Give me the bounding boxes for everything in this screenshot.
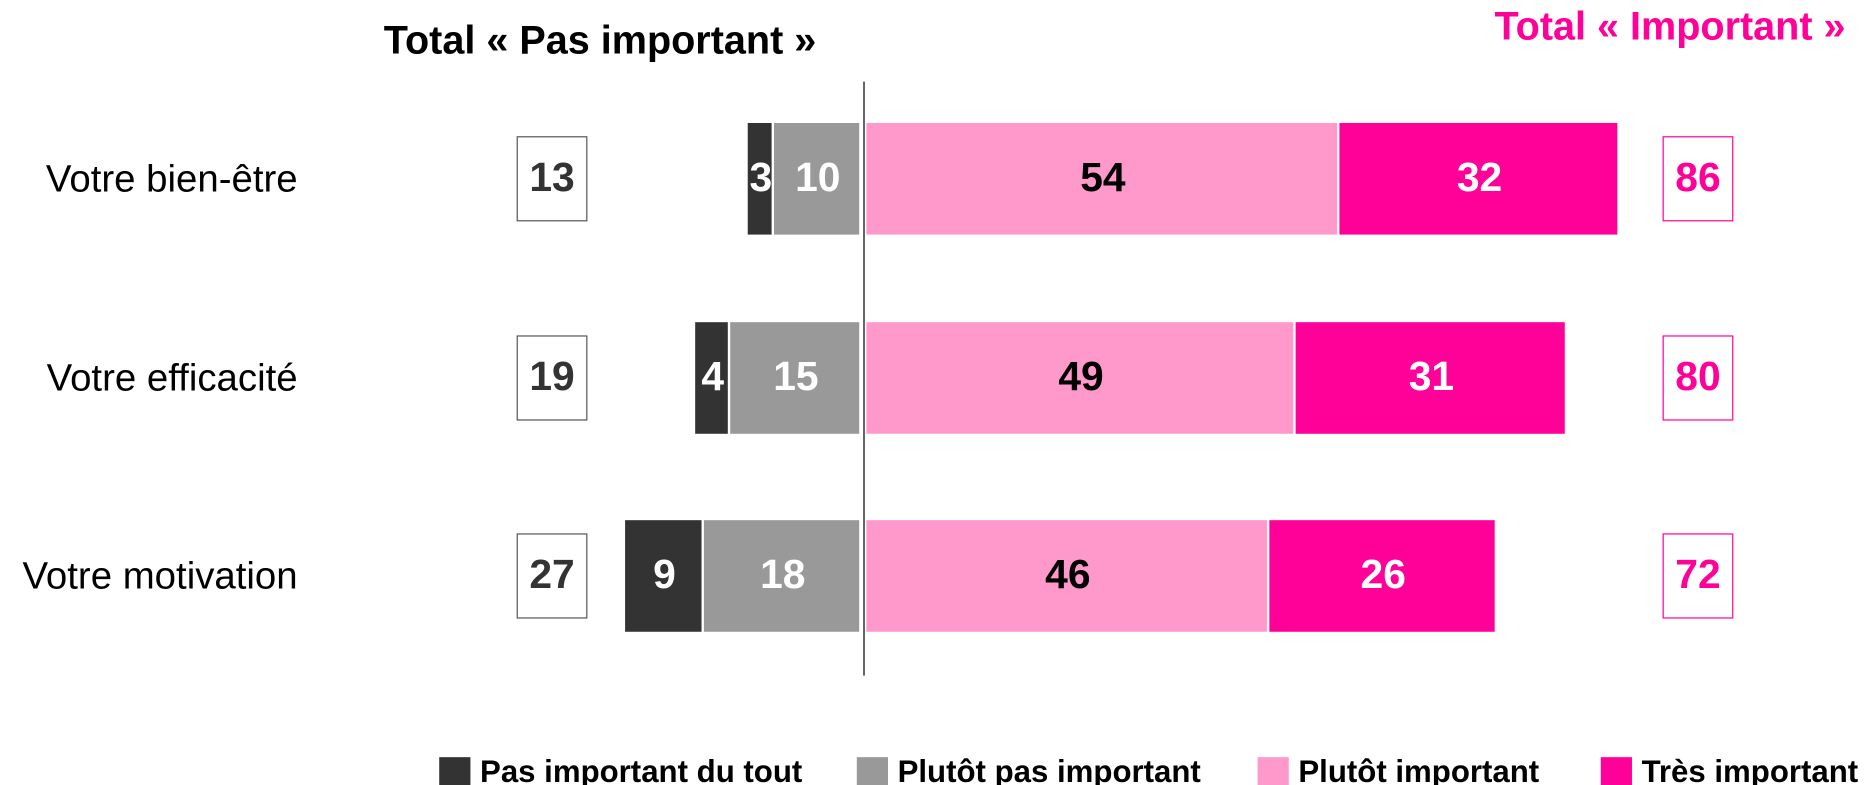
legend-swatch [856,757,889,785]
bar-segment [866,520,1267,632]
bar-segment [866,322,1294,434]
value-label: 3 [750,154,773,200]
total-box [516,533,588,619]
bar-segment [866,122,1338,235]
value-label: 31 [1409,353,1454,399]
right-total-title: Total « Important » [1494,4,1845,48]
legend-swatch [1600,757,1632,785]
bar-segment [774,122,860,235]
left-total-title: Total « Pas important » [384,19,817,63]
value-label: 4 [701,353,724,399]
legend-swatch [1257,757,1289,785]
total-label: 27 [529,551,574,597]
bar-segment [1295,322,1565,434]
value-label: 26 [1361,551,1406,597]
bar-segment [1339,122,1618,235]
value-label: 32 [1457,154,1502,200]
bar-segment [703,520,860,632]
legend-label: Plutôt pas important [898,754,1201,785]
bar-segment [747,122,772,235]
value-label: 18 [760,551,805,597]
total-label: 19 [529,353,574,399]
legend-label: Plutôt important [1298,754,1539,785]
total-box [1662,136,1734,222]
bar-segment [730,322,860,434]
total-label: 13 [529,154,574,200]
value-label: 54 [1080,154,1126,200]
legend-swatch [439,757,471,785]
total-label: 72 [1675,551,1720,597]
total-box [1662,533,1734,619]
category-label: Votre motivation [22,555,297,598]
category-label: Votre bien-être [46,157,298,200]
bar-segment [625,520,702,632]
value-label: 9 [653,551,676,597]
legend-label: Pas important du tout [480,754,802,785]
legend-label: Très important [1642,754,1859,785]
total-label: 86 [1675,154,1720,200]
category-label: Votre efficacité [47,357,298,400]
bar-segment [695,322,728,434]
value-label: 49 [1058,353,1103,399]
total-label: 80 [1675,353,1720,399]
total-box [516,136,588,222]
total-box [1662,335,1734,421]
bar-segment [1269,520,1495,632]
value-label: 10 [795,154,840,200]
total-box [516,335,588,421]
value-label: 46 [1045,551,1090,597]
value-label: 15 [773,353,818,399]
